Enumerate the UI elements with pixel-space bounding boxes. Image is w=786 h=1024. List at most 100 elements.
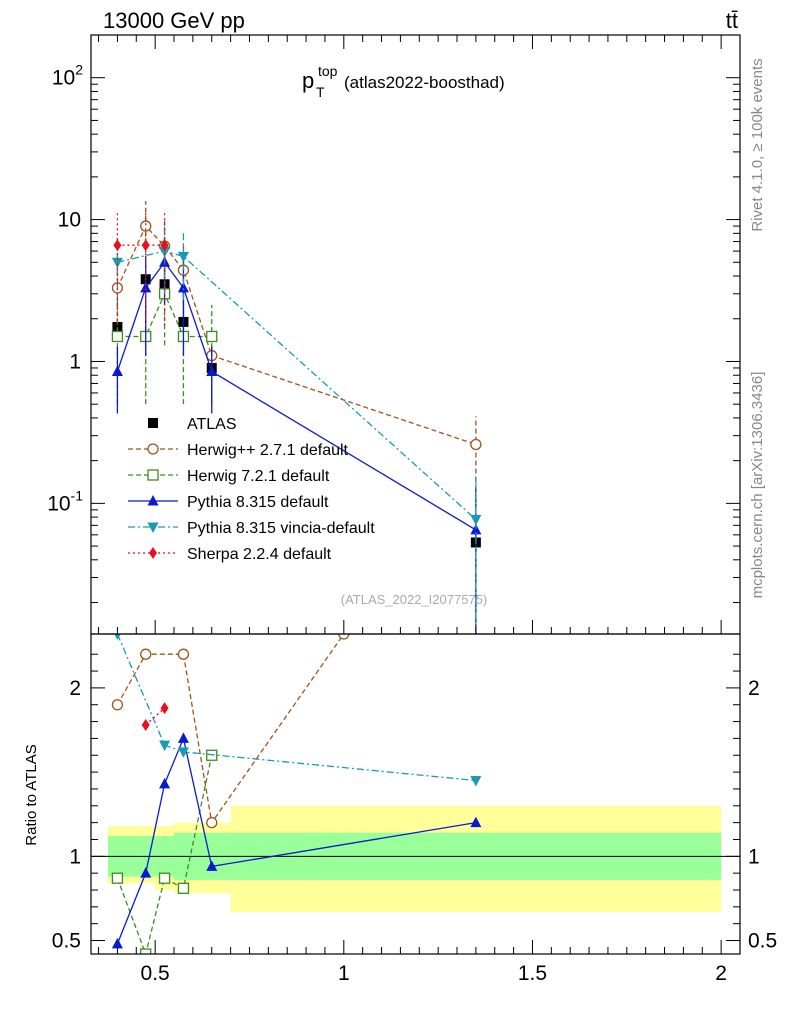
data-point-pythia xyxy=(140,867,152,878)
legend-item-sherpa: Sherpa 2.2.4 default xyxy=(128,546,332,563)
data-point-vincia xyxy=(159,740,171,752)
data-point-herwig7 xyxy=(111,330,124,343)
data-point-herwig7 xyxy=(177,882,190,894)
series-line-vincia xyxy=(116,634,476,782)
ratio-panel-frame xyxy=(90,633,741,955)
y-tick-label-main: 1 xyxy=(69,350,81,373)
data-point-herwig7 xyxy=(140,948,152,954)
legend-marker-herwig7 xyxy=(147,469,159,481)
series-pythia xyxy=(111,732,482,949)
plot-title: p top T (atlas2022-boosthad) xyxy=(302,63,505,100)
series-line-pythia xyxy=(116,736,476,945)
data-point-herwig7 xyxy=(158,872,171,884)
legend-label-herwig7: Herwig 7.2.1 default xyxy=(187,468,330,485)
y-tick-label-ratio-left: 0.5 xyxy=(52,930,81,953)
data-point-vincia xyxy=(470,776,482,787)
data-point-pythia xyxy=(470,523,482,535)
legend-marker-sherpa xyxy=(149,547,157,559)
data-point-sherpa xyxy=(113,239,122,252)
data-point-atlas xyxy=(112,321,123,332)
legend-label-vincia: Pythia 8.315 vincia-default xyxy=(187,520,375,537)
legend-item-pythia: Pythia 8.315 default xyxy=(128,494,329,511)
data-point-herwigpp xyxy=(140,220,152,232)
data-point-herwig7 xyxy=(111,872,124,884)
data-point-pythia xyxy=(206,860,218,871)
series-sherpa xyxy=(141,702,169,731)
series-herwigpp xyxy=(111,634,350,829)
ratio-panel-series xyxy=(111,634,482,954)
data-point-vincia xyxy=(159,246,171,258)
legend-marker-pythia xyxy=(147,495,159,506)
data-point-herwigpp xyxy=(111,699,124,711)
rivet-version-label: Rivet 4.1.0, ≥ 100k events xyxy=(749,58,766,231)
y-tick-label-ratio-right: 2 xyxy=(748,677,760,700)
x-tick-label: 1.5 xyxy=(518,962,547,985)
legend-label-atlas: ATLAS xyxy=(187,416,237,433)
data-point-vincia xyxy=(177,747,189,758)
legend-marker-vincia xyxy=(147,522,159,533)
axes: 10-1 1 10 102 0.5 0.5 1 1 2 2 0.5 1 1.5 2 xyxy=(47,34,777,985)
main-panel-series xyxy=(111,201,482,634)
series-line-sherpa xyxy=(145,707,166,726)
series-line-herwigpp xyxy=(116,634,345,825)
ratio-uncertainty-bands xyxy=(91,805,740,912)
legend-label-pythia: Pythia 8.315 default xyxy=(187,494,329,511)
data-point-pythia xyxy=(177,732,189,743)
x-tick-label: 0.5 xyxy=(141,962,170,985)
data-point-vincia xyxy=(177,251,189,263)
series-sherpa xyxy=(113,211,169,326)
legend-item-vincia: Pythia 8.315 vincia-default xyxy=(128,520,375,537)
data-point-herwigpp xyxy=(206,816,218,829)
data-point-pythia xyxy=(111,365,123,376)
legend-marker-herwigpp xyxy=(147,443,159,455)
y-tick-label-ratio-right: 1 xyxy=(748,845,760,868)
legend-label-herwigpp: Herwig++ 2.7.1 default xyxy=(187,442,349,459)
data-point-herwigpp xyxy=(177,648,190,660)
legend-label-sherpa: Sherpa 2.2.4 default xyxy=(187,546,332,563)
data-point-sherpa xyxy=(141,239,150,252)
x-tick-label: 2 xyxy=(715,962,727,985)
data-point-herwigpp xyxy=(140,648,152,660)
data-point-sherpa xyxy=(141,718,150,731)
series-line-pythia xyxy=(116,261,477,531)
legend-item-atlas: ATLAS xyxy=(148,416,237,433)
data-point-vincia xyxy=(111,257,123,269)
mcplots-label: mcplots.cern.ch [arXiv:1306.3436] xyxy=(749,372,766,599)
data-point-pythia xyxy=(206,365,218,376)
data-point-sherpa xyxy=(160,702,169,715)
y-tick-label-ratio-left: 1 xyxy=(69,845,81,868)
y-tick-label-ratio-right: 0.5 xyxy=(748,930,777,953)
legend-item-herwigpp: Herwig++ 2.7.1 default xyxy=(128,442,349,459)
series-vincia xyxy=(114,634,482,787)
y-tick-label-main: 10 xyxy=(58,209,81,232)
plot-title-sup: top xyxy=(318,63,338,79)
y-tick-label-main: 102 xyxy=(52,62,83,90)
ratio-ylabel: Ratio to ATLAS xyxy=(23,744,40,845)
data-point-pythia xyxy=(159,777,171,789)
energy-label: 13000 GeV pp xyxy=(103,8,245,33)
data-point-herwigpp xyxy=(470,438,482,451)
data-point-pythia xyxy=(140,281,152,293)
plot-title-main: p xyxy=(302,68,314,93)
legend-marker-atlas xyxy=(148,418,158,428)
data-point-vincia xyxy=(114,634,121,640)
process-label: tt̄ xyxy=(726,8,738,33)
plot-title-sub: T xyxy=(316,84,325,100)
data-point-sherpa xyxy=(160,239,169,252)
series-line-herwig7 xyxy=(116,755,213,954)
data-point-vincia xyxy=(470,514,482,526)
y-tick-label-ratio-left: 2 xyxy=(69,677,81,700)
data-point-pythia xyxy=(111,937,123,949)
data-point-herwigpp xyxy=(338,634,350,640)
y-tick-label-main: 10-1 xyxy=(47,487,83,515)
data-point-pythia xyxy=(177,281,189,293)
legend-item-herwig7: Herwig 7.2.1 default xyxy=(128,468,330,485)
legend: ATLAS Herwig++ 2.7.1 default Herwig 7.2.1 … xyxy=(128,416,375,563)
data-point-herwig7 xyxy=(206,330,218,343)
analysis-watermark: (ATLAS_2022_I2077575) xyxy=(341,592,487,607)
plot-title-suffix: (atlas2022-boosthad) xyxy=(344,73,505,92)
series-line-herwigpp xyxy=(116,224,477,446)
data-point-pythia xyxy=(470,816,482,828)
x-tick-label: 1 xyxy=(338,962,350,985)
